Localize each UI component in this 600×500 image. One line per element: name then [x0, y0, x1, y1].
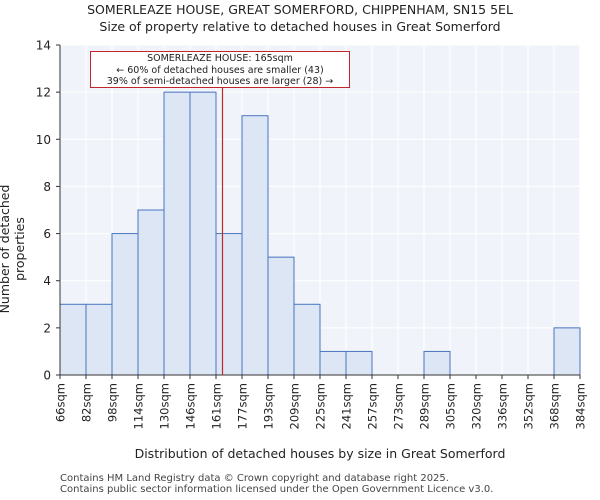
x-tick-label: 368sqm: [548, 383, 562, 429]
bar-146sqm: [189, 91, 217, 376]
bar-66sqm: [59, 303, 87, 376]
x-tick-label: 352sqm: [522, 383, 536, 429]
bar-161sqm: [215, 233, 243, 376]
bar-241sqm: [345, 350, 373, 376]
annotation-line-2: ← 60% of detached houses are smaller (43…: [116, 64, 324, 76]
y-tick-label: 12: [36, 86, 51, 100]
x-tick-label: 98sqm: [106, 383, 120, 422]
x-axis-label: Distribution of detached houses by size …: [134, 446, 506, 461]
footer-line-2: Contains public sector information licen…: [60, 484, 494, 495]
x-tick-label: 114sqm: [132, 383, 146, 429]
chart-title: SOMERLEAZE HOUSE, GREAT SOMERFORD, CHIPP…: [87, 2, 513, 17]
bar-225sqm: [319, 350, 347, 376]
bar-368sqm: [553, 327, 581, 376]
x-tick-label: 305sqm: [444, 383, 458, 429]
x-tick-label: 146sqm: [184, 383, 198, 429]
x-tick-label: 384sqm: [574, 383, 588, 429]
x-tick-label: 193sqm: [262, 383, 276, 429]
annotation-line-1: SOMERLEAZE HOUSE: 165sqm: [147, 53, 293, 64]
x-tick-label: 257sqm: [366, 383, 380, 429]
annotation-line-3: 39% of semi-detached houses are larger (…: [106, 76, 334, 87]
y-tick-label: 10: [36, 133, 51, 147]
bar-193sqm: [267, 256, 295, 376]
y-axis-label: Number of detached properties: [0, 184, 27, 314]
bar-98sqm: [111, 233, 139, 376]
annotation-box: SOMERLEAZE HOUSE: 165sqm ← 60% of detach…: [90, 51, 350, 88]
x-tick-label: 130sqm: [158, 383, 172, 429]
bar-289sqm: [423, 350, 451, 376]
chart-subtitle: Size of property relative to detached ho…: [99, 19, 501, 34]
bar-114sqm: [137, 209, 165, 376]
x-tick-label: 66sqm: [54, 383, 68, 422]
bar-177sqm: [241, 115, 269, 376]
footer-line-1: Contains HM Land Registry data © Crown c…: [60, 473, 449, 484]
bar-209sqm: [293, 303, 321, 376]
y-tick-label: 4: [43, 274, 51, 288]
y-tick-label: 0: [43, 369, 51, 383]
y-tick-label: 8: [43, 180, 51, 194]
x-tick-label: 177sqm: [236, 383, 250, 429]
x-tick-label: 225sqm: [314, 383, 328, 429]
x-tick-label: 273sqm: [392, 383, 406, 429]
x-tick-label: 336sqm: [496, 383, 510, 429]
x-tick-label: 241sqm: [340, 383, 354, 429]
bar-82sqm: [85, 303, 113, 376]
x-tick-label: 289sqm: [418, 383, 432, 429]
y-tick-label: 14: [36, 39, 51, 53]
y-tick-label: 2: [43, 321, 51, 335]
y-tick-label: 6: [43, 227, 51, 241]
x-tick-label: 320sqm: [470, 383, 484, 429]
x-tick-label: 82sqm: [80, 383, 94, 422]
x-tick-label: 161sqm: [210, 383, 224, 429]
x-tick-label: 209sqm: [288, 383, 302, 429]
bar-130sqm: [163, 91, 191, 376]
